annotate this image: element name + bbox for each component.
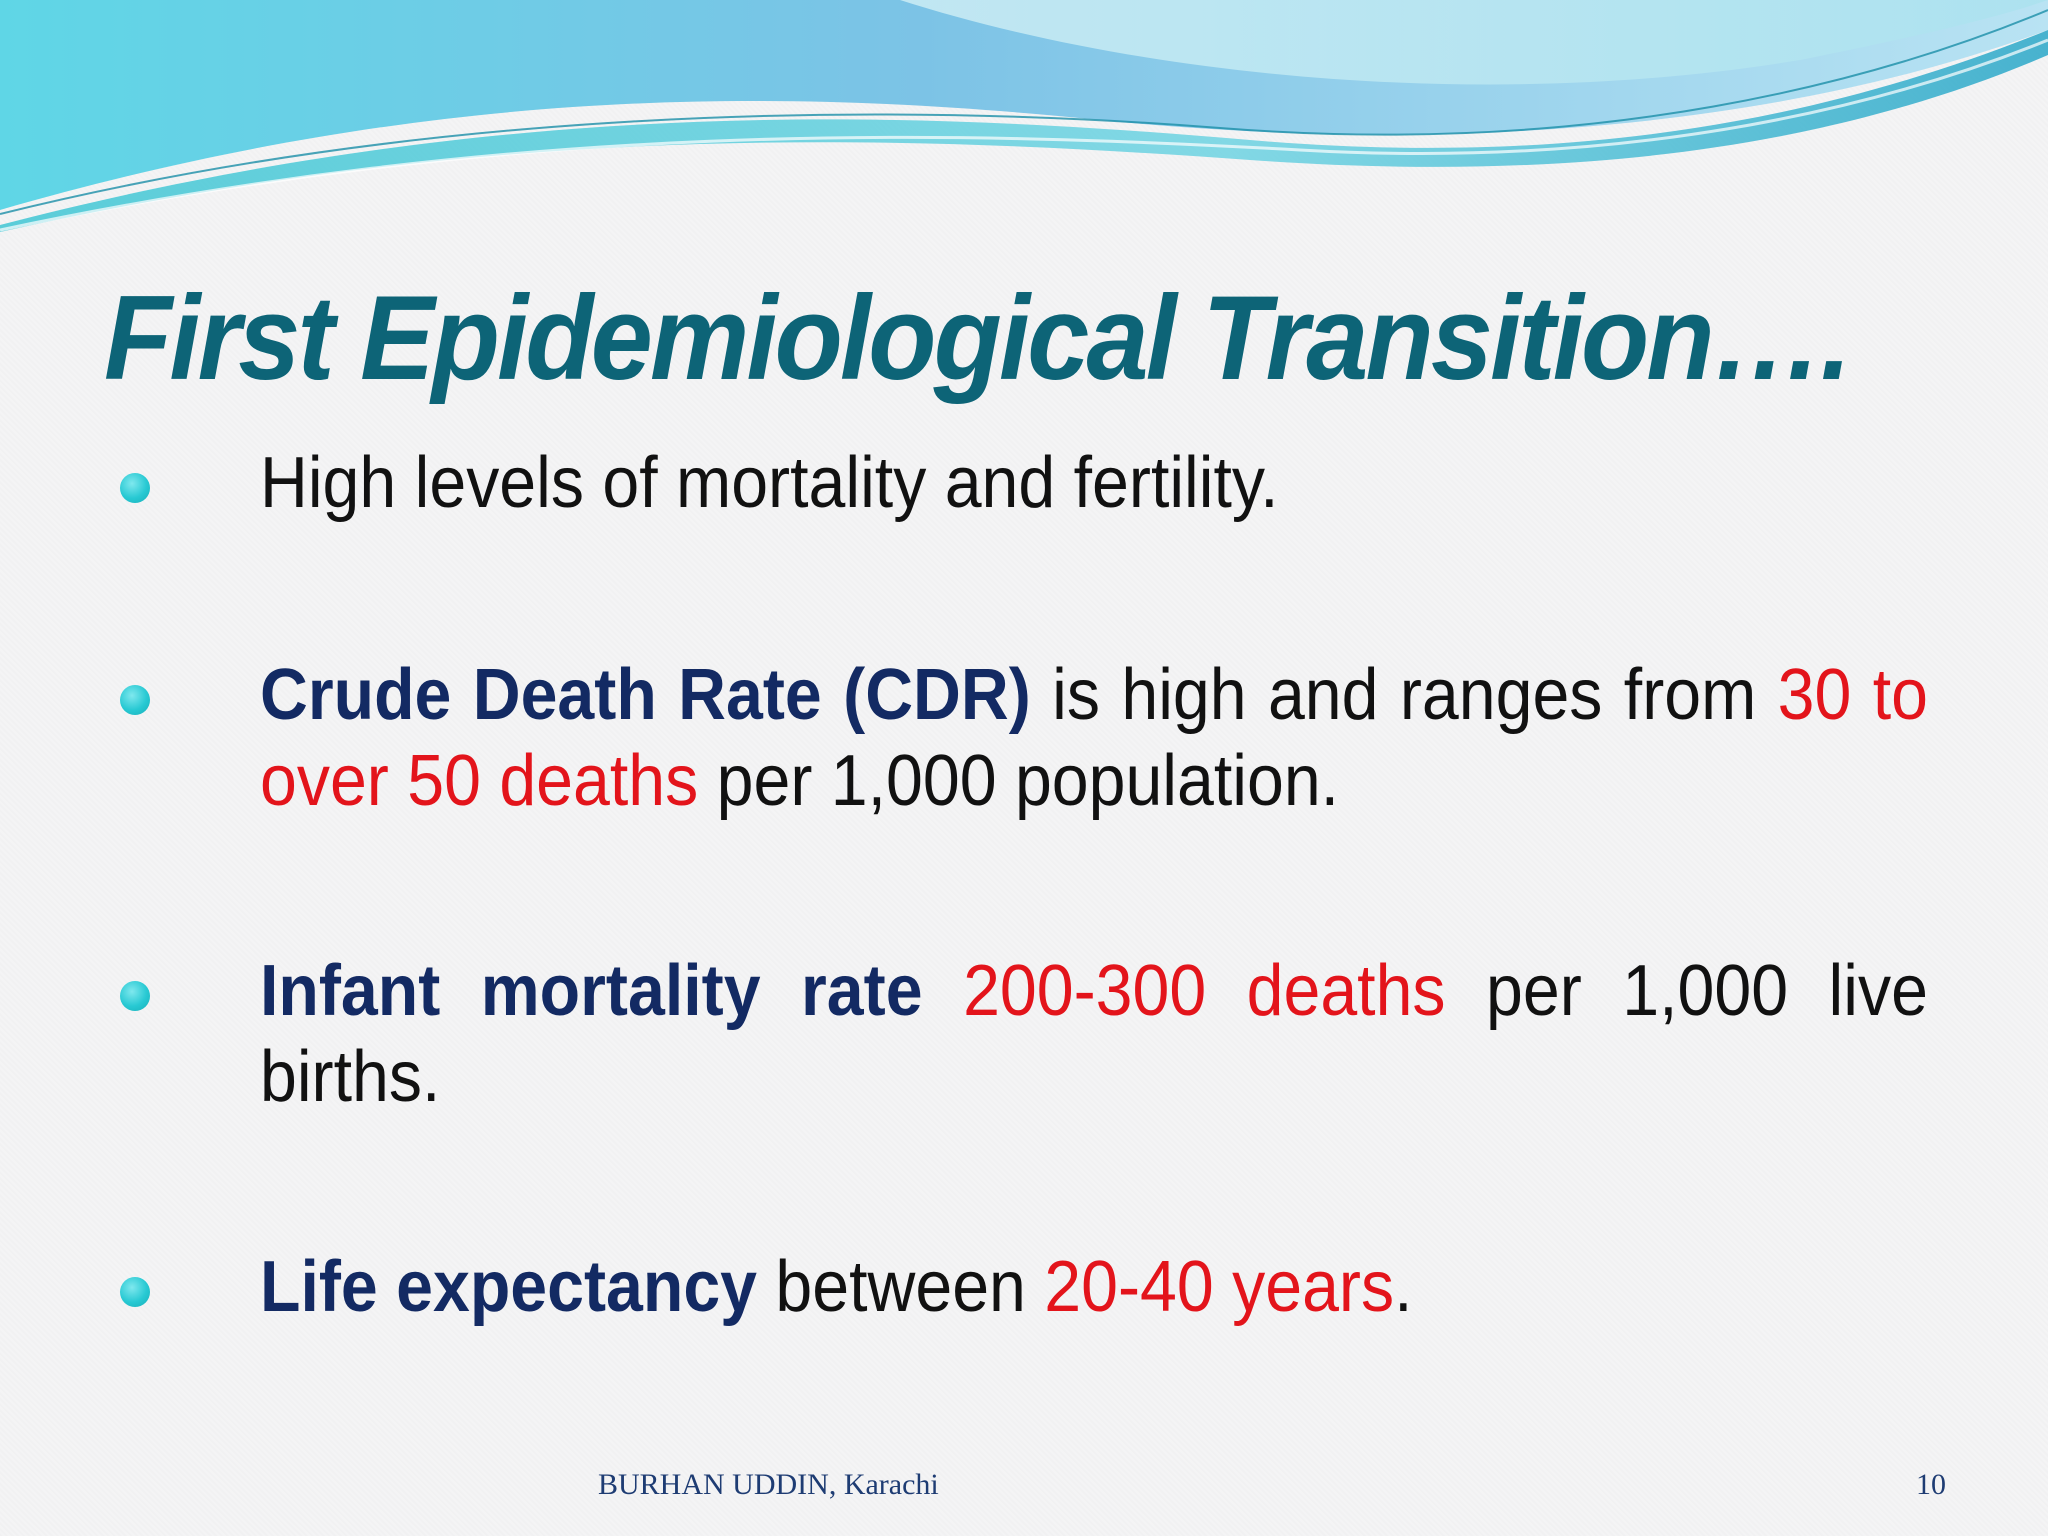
slide-title: First Epidemiological Transition…. [104,271,1852,405]
bullet-text-plain: between [757,1247,1045,1327]
bullet-dot-icon [120,685,150,715]
footer-author: BURHAN UDDIN, Karachi [598,1468,939,1501]
bullet-text-plain: per 1,000 population. [698,741,1340,821]
term-life-expectancy: Life expectancy [260,1247,758,1327]
slide-page-number: 10 [1916,1468,1946,1501]
bullet-text-plain: per 1,000 live births. [260,951,1928,1117]
bullet-text-plain: is high and ranges from [1030,655,1778,735]
highlight-value: 200-300 deaths [963,951,1446,1031]
bullet-dot-icon [120,1277,150,1307]
bullet-text-plain [923,951,964,1031]
bullet-text: Crude Death Rate (CDR) is high and range… [260,652,1928,824]
term-crude-death-rate: Crude Death Rate (CDR) [260,655,1031,735]
bullet-text: Infant mortality rate 200-300 deaths per… [260,948,1928,1120]
bullet-text-plain: . [1394,1247,1413,1327]
bullet-dot-icon [120,473,150,503]
bullet-dot-icon [120,981,150,1011]
term-infant-mortality-rate: Infant mortality rate [260,951,923,1031]
bullet-text: Life expectancy between 20-40 years. [260,1244,1928,1330]
highlight-value: 20-40 years [1044,1247,1395,1327]
bullet-text-plain: High levels of mortality and fertility. [260,443,1279,523]
header-wave-decoration [0,0,2048,232]
bullet-text: High levels of mortality and fertility. [260,440,1928,526]
highlight-value: 30 to over 50 deaths [260,655,1928,821]
